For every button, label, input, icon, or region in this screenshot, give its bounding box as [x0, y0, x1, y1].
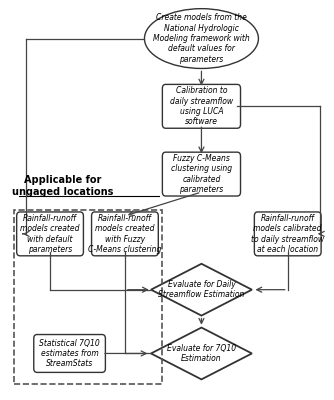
Text: Statistical 7Q10
estimates from
StreamStats: Statistical 7Q10 estimates from StreamSt…	[39, 338, 100, 368]
Text: Rainfall-runoff
models created
with default
parameters: Rainfall-runoff models created with defa…	[20, 214, 80, 254]
FancyBboxPatch shape	[162, 84, 240, 128]
Text: Evaluate for Daily
Streamflow Estimation: Evaluate for Daily Streamflow Estimation	[158, 280, 244, 299]
Text: Rainfall-runoff
models created
with Fuzzy
C-Means clustering: Rainfall-runoff models created with Fuzz…	[88, 214, 162, 254]
FancyBboxPatch shape	[162, 152, 240, 196]
FancyBboxPatch shape	[17, 212, 84, 256]
FancyBboxPatch shape	[255, 212, 321, 256]
Ellipse shape	[145, 9, 259, 68]
Text: Evaluate for 7Q10
Estimation: Evaluate for 7Q10 Estimation	[167, 344, 236, 363]
FancyBboxPatch shape	[92, 212, 158, 256]
Text: Calibration to
daily streamflow
using LUCA
software: Calibration to daily streamflow using LU…	[170, 86, 233, 126]
Text: Fuzzy C-Means
clustering using
calibrated
parameters: Fuzzy C-Means clustering using calibrate…	[171, 154, 232, 194]
FancyBboxPatch shape	[34, 334, 106, 372]
Polygon shape	[151, 264, 252, 316]
Polygon shape	[151, 328, 252, 379]
Text: Create models from the
National Hydrologic
Modeling framework with
default value: Create models from the National Hydrolog…	[153, 13, 250, 64]
Text: Rainfall-runoff
models calibrated
to daily streamflow
at each location: Rainfall-runoff models calibrated to dai…	[251, 214, 324, 254]
Text: Applicable for
ungaged locations: Applicable for ungaged locations	[12, 175, 114, 197]
